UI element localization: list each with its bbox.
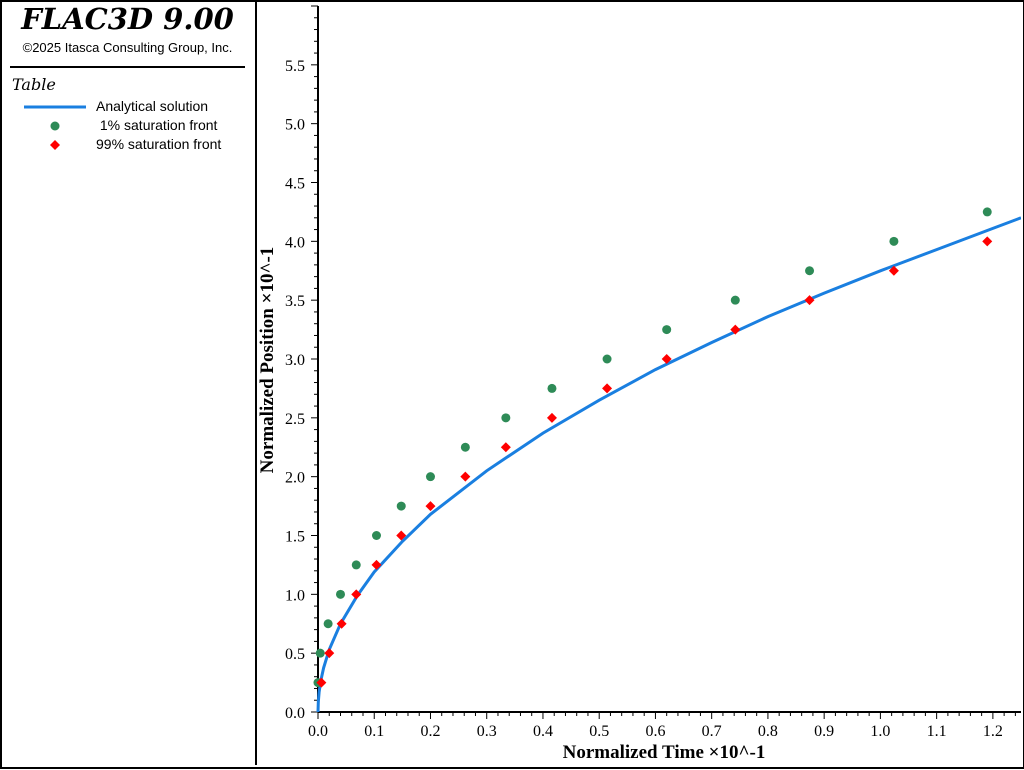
saturation-1pct-point: [662, 325, 672, 335]
saturation-99pct-point: [804, 295, 815, 306]
saturation-1pct-point: [501, 413, 511, 423]
legend-item-analytical: Analytical solution: [0, 98, 255, 116]
chart-svg: 0.0 0.5 1.0 1.5 2.0 2.5 3.0 3.5 4.0 4.5 5.0 5.5 0.0 0…: [257, 5, 1022, 763]
saturation-1pct-point: [730, 295, 740, 305]
saturation-99pct-point: [888, 265, 899, 276]
x-tick-label: 0.9: [814, 723, 834, 740]
saturation-1pct-point: [425, 472, 435, 482]
x-tick-label: 1.1: [927, 723, 947, 740]
x-tick-label: 0.3: [477, 723, 497, 740]
saturation-1pct-point: [371, 531, 381, 540]
saturation-1pct-point: [982, 207, 992, 217]
saturation-1pct-point: [547, 383, 557, 393]
x-axis-label: Normalized Time ×10^-1: [563, 742, 766, 763]
y-tick-label: 2.0: [285, 470, 305, 487]
x-tick-label: 0.5: [589, 723, 609, 740]
saturation-99pct-point: [730, 324, 741, 335]
saturation-99pct-point: [460, 471, 471, 482]
legend-item-99pct: 99% saturation front: [0, 136, 255, 154]
saturation-99pct-point: [500, 442, 511, 453]
x-tick-label: 0.4: [533, 723, 553, 740]
x-tick-label: 1.2: [983, 723, 1003, 740]
saturation-99pct-point: [602, 383, 613, 394]
saturation-99pct-point: [351, 589, 362, 600]
saturation-1pct-point: [335, 589, 345, 599]
saturation-99pct-point: [546, 412, 557, 423]
x-tick-label: 0.2: [420, 723, 440, 740]
legend-label: 99% saturation front: [96, 136, 222, 152]
series-layer: [313, 207, 1022, 713]
divider: [10, 66, 245, 68]
plot-area: 0.0 0.5 1.0 1.5 2.0 2.5 3.0 3.5 4.0 4.5 5.0 5.5 0.0 0…: [257, 0, 1022, 765]
y-tick-label: 4.0: [285, 234, 305, 251]
x-tick-label: 0.7: [702, 723, 722, 740]
y-axis-label: Normalized Position ×10^-1: [257, 247, 278, 474]
axes: 0.0 0.5 1.0 1.5 2.0 2.5 3.0 3.5 4.0 4.5 5.0 5.5 0.0 0…: [285, 5, 1021, 740]
analytical-solution-line: [316, 216, 1022, 713]
saturation-99pct-point: [425, 501, 436, 512]
legend-label: 1% saturation front: [96, 117, 218, 133]
y-tick-label: 2.5: [285, 411, 305, 428]
legend-item-1pct: 1% saturation front: [0, 117, 255, 135]
y-tick-label: 3.5: [285, 293, 305, 310]
saturation-1pct-point: [889, 236, 899, 246]
x-tick-label: 0.8: [758, 723, 778, 740]
line-symbol-icon: [24, 105, 86, 109]
legend-label: Analytical solution: [96, 98, 209, 114]
x-tick-label: 0.6: [645, 723, 665, 740]
saturation-99pct-point: [371, 559, 382, 570]
legend-panel: FLAC3D 9.00 ©2025 Itasca Consulting Grou…: [0, 0, 257, 765]
y-tick-label: 1.5: [285, 529, 305, 546]
y-tick-label: 3.0: [285, 352, 305, 369]
saturation-99pct-point: [396, 530, 407, 541]
legend-heading: Table: [12, 75, 56, 94]
y-tick-label: 5.0: [285, 117, 305, 134]
saturation-99pct-point: [324, 648, 335, 659]
y-tick-label: 0.0: [285, 705, 305, 722]
saturation-1pct-point: [805, 266, 815, 276]
y-tick-label: 1.0: [285, 587, 305, 604]
diamond-marker-icon: [50, 140, 60, 150]
saturation-1pct-point: [351, 560, 361, 570]
saturation-1pct-point: [323, 619, 333, 629]
copyright-text: ©2025 Itasca Consulting Group, Inc.: [22, 40, 233, 55]
saturation-1pct-point: [602, 354, 612, 364]
x-tick-label: 0.0: [308, 723, 328, 740]
saturation-99pct-point: [316, 677, 327, 688]
y-tick-label: 4.5: [285, 176, 305, 193]
saturation-99pct-point: [336, 618, 347, 629]
y-tick-label: 0.5: [285, 646, 305, 663]
saturation-99pct-point: [982, 236, 993, 247]
circle-marker-icon: [50, 121, 60, 131]
saturation-1pct-point: [315, 648, 325, 658]
saturation-99pct-point: [661, 354, 672, 364]
y-tick-label: 5.5: [285, 58, 305, 75]
saturation-1pct-point: [396, 501, 406, 511]
app-title: FLAC3D 9.00: [21, 2, 234, 36]
saturation-1pct-point: [460, 442, 470, 452]
x-tick-label: 0.1: [364, 723, 384, 740]
x-tick-label: 1.0: [870, 723, 890, 740]
